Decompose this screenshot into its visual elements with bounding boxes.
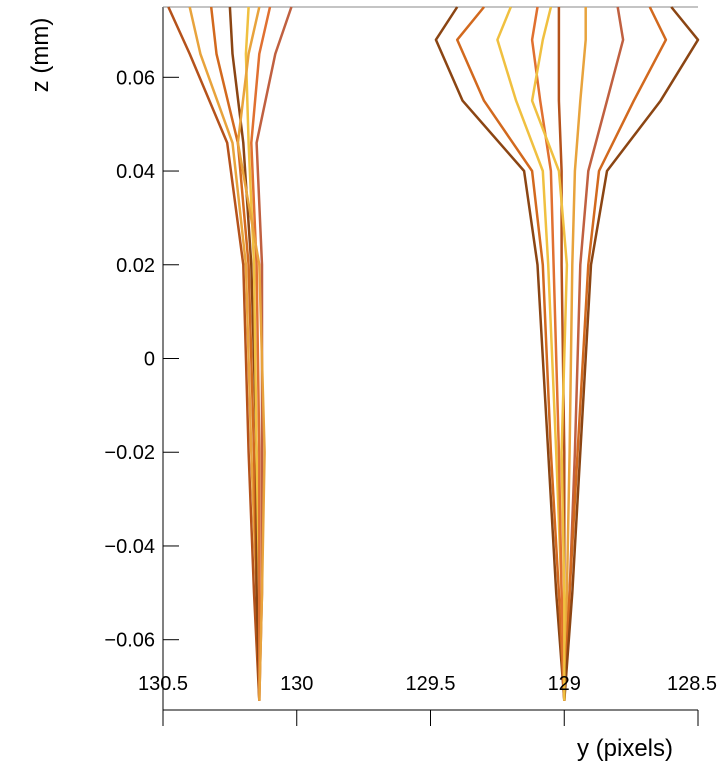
y-tick-label: −0.06 (104, 630, 155, 652)
drift-line (167, 6, 261, 701)
y-tick-label: 0.02 (116, 255, 155, 277)
x-tick-label: 128.5 (667, 673, 717, 695)
y-tick-label: 0.06 (116, 67, 155, 89)
drift-line (250, 6, 272, 701)
drift-line (228, 6, 261, 701)
drift-line (209, 6, 261, 701)
y-axis-title: z (mm) (27, 18, 54, 93)
drift-line (563, 6, 668, 701)
drift-line (496, 6, 566, 701)
drift-line (530, 6, 566, 701)
x-tick-label: 130 (280, 673, 313, 695)
x-axis-title: y (pixels) (577, 735, 673, 762)
y-tick-label: −0.04 (104, 536, 155, 558)
y-tick-label: −0.02 (104, 442, 155, 464)
x-tick-label: 129 (548, 673, 581, 695)
drift-line (530, 6, 569, 701)
drift-line (236, 6, 266, 701)
drift-line (455, 6, 566, 701)
x-tick-label: 129.5 (405, 673, 455, 695)
drift-line (434, 6, 566, 701)
drift-line (563, 7, 587, 701)
drift-line (563, 6, 700, 701)
x-tick-label: 130.5 (138, 673, 188, 695)
y-tick-label: 0 (144, 349, 155, 371)
y-tick-label: 0.04 (116, 161, 155, 183)
